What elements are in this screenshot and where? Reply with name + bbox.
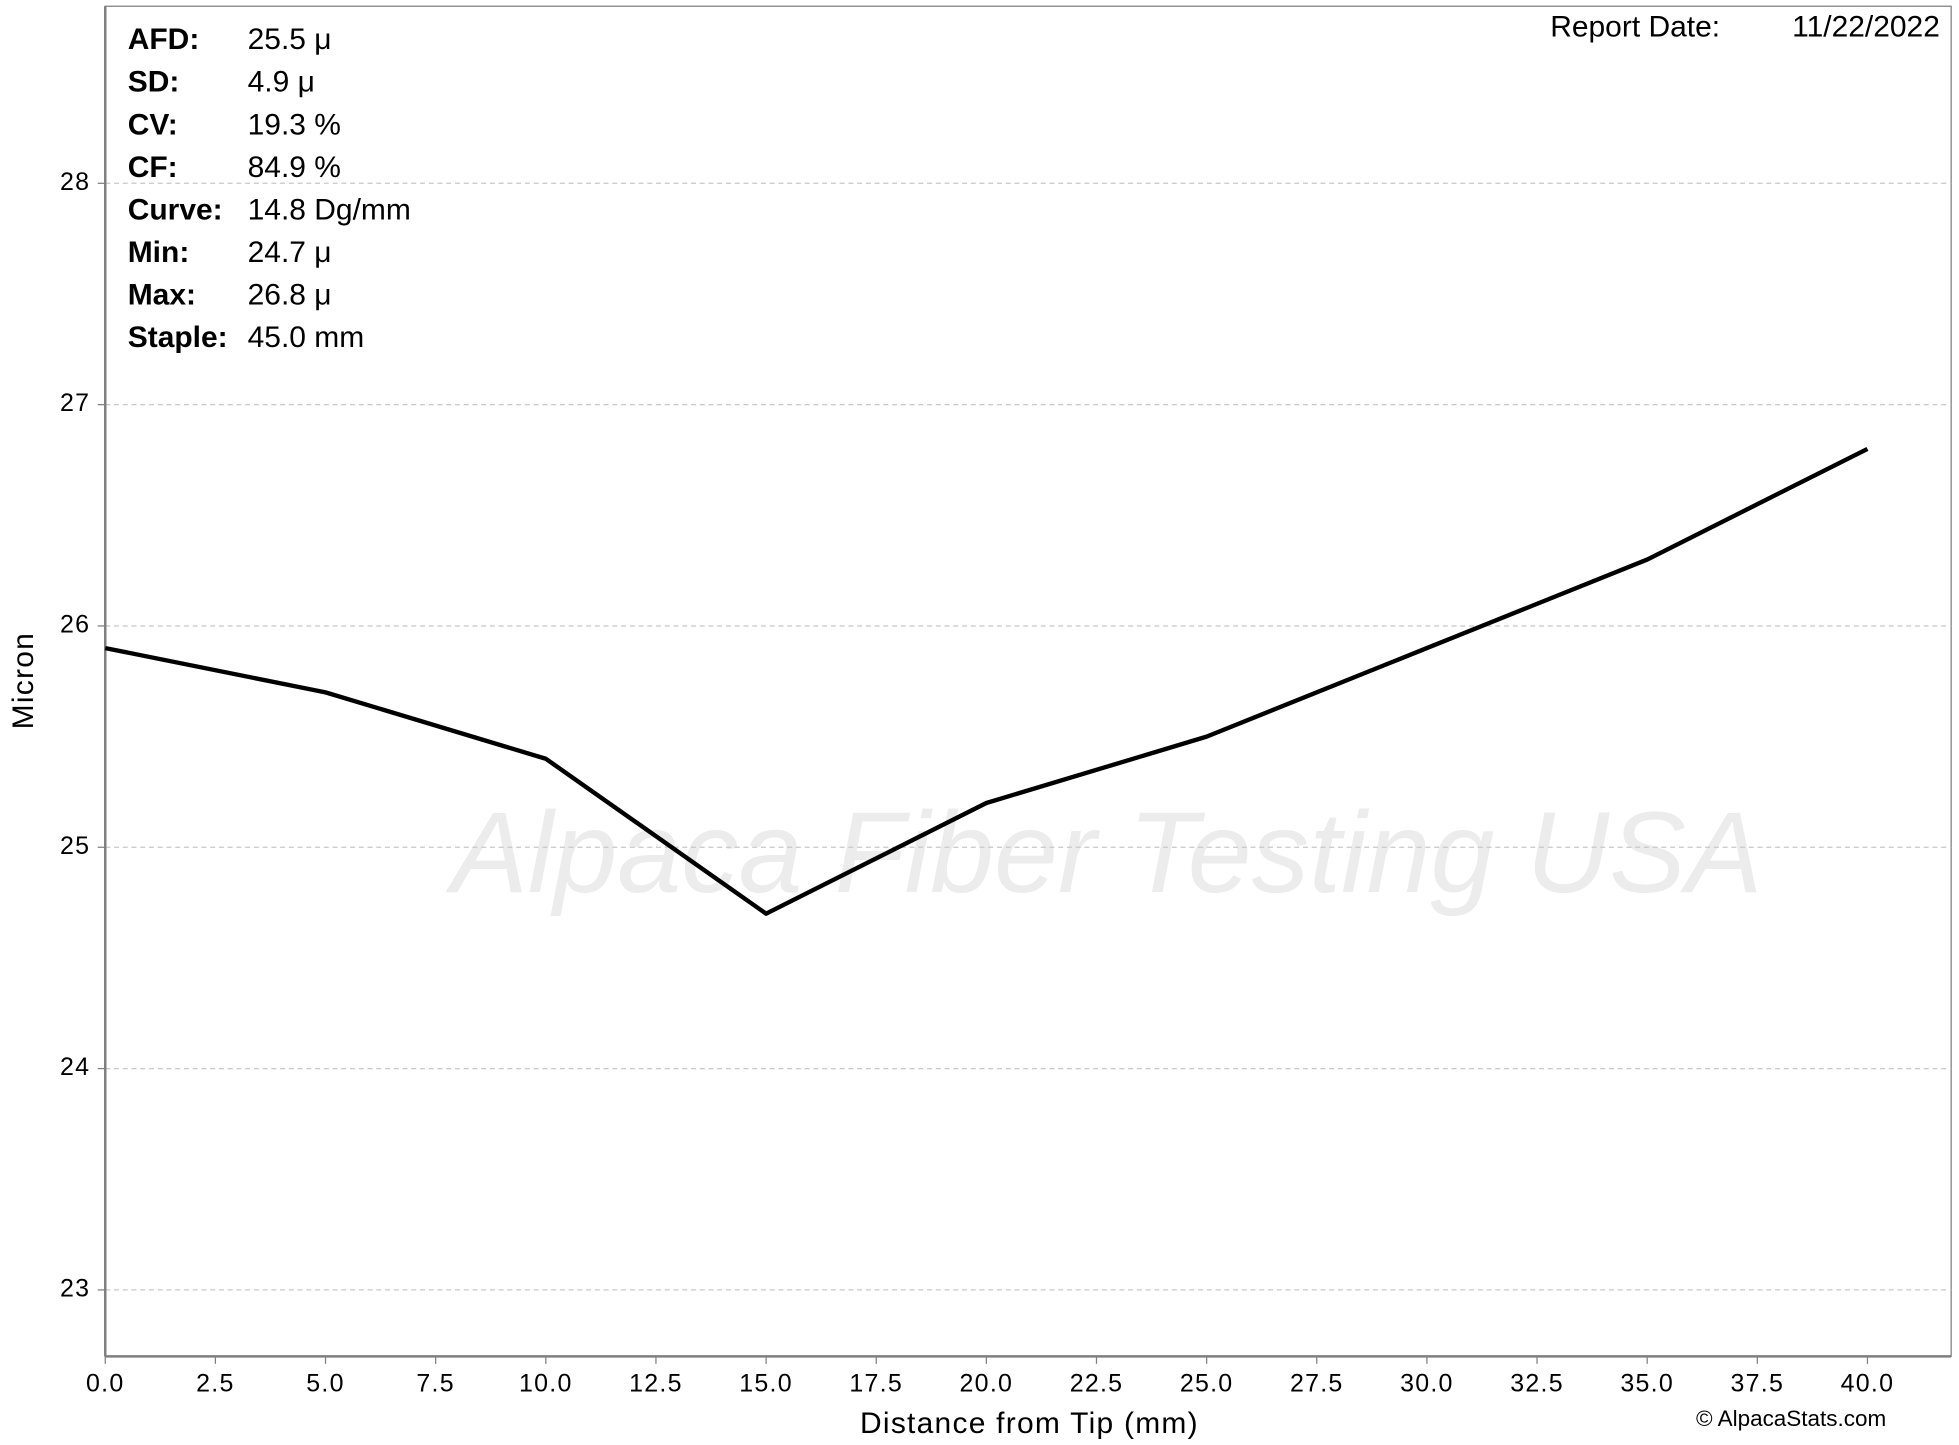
x-axis-title: Distance from Tip (mm) [860,1407,1199,1440]
y-tick-label: 24 [60,1053,90,1081]
y-tick-label: 26 [60,611,90,639]
x-tick-label: 32.5 [1510,1370,1564,1398]
x-tick-label: 35.0 [1620,1370,1674,1398]
watermark: Alpaca Fiber Testing USA [445,789,1762,917]
x-tick-label: 20.0 [960,1370,1014,1398]
x-tick-label: 10.0 [519,1370,573,1398]
stat-value: 84.9 % [248,151,341,184]
stat-label: Curve: [128,193,223,226]
report-date: 11/22/2022 [1792,11,1940,44]
x-tick-label: 0.0 [86,1370,124,1398]
stat-label: Min: [128,236,190,269]
chart: Alpaca Fiber Testing USA Report Date: 11… [0,0,1959,1445]
x-tick-label: 17.5 [849,1370,903,1398]
stat-label: Staple: [128,321,228,354]
x-tick-label: 40.0 [1841,1370,1895,1398]
report-date-label: Report Date: [1550,11,1720,44]
y-axis-title: Micron [7,632,40,729]
x-tick-label: 12.5 [629,1370,683,1398]
x-tick-label: 2.5 [196,1370,234,1398]
y-tick-label: 23 [60,1275,90,1303]
stat-value: 14.8 Dg/mm [248,193,411,226]
x-tick-label: 37.5 [1731,1370,1785,1398]
x-tick-label: 7.5 [416,1370,454,1398]
x-tick-label: 15.0 [739,1370,793,1398]
y-tick-label: 27 [60,389,90,417]
credit: © AlpacaStats.com [1696,1406,1886,1431]
stat-label: SD: [128,66,180,99]
stat-label: CF: [128,151,178,184]
stat-label: AFD: [128,23,200,56]
y-tick-label: 28 [60,168,90,196]
stat-value: 26.8 μ [248,279,332,312]
x-tick-label: 30.0 [1400,1370,1454,1398]
stat-value: 4.9 μ [248,66,315,99]
x-tick-label: 27.5 [1290,1370,1344,1398]
stat-value: 45.0 mm [248,321,365,354]
x-tick-label: 22.5 [1070,1370,1124,1398]
stat-label: CV: [128,108,178,141]
stat-value: 25.5 μ [248,23,332,56]
stat-label: Max: [128,279,196,312]
stat-value: 19.3 % [248,108,341,141]
x-tick-label: 25.0 [1180,1370,1234,1398]
y-tick-label: 25 [60,832,90,860]
x-tick-label: 5.0 [306,1370,344,1398]
page: {"chart_data": { "type": "line", "x_labe… [0,0,1959,1445]
stat-value: 24.7 μ [248,236,332,269]
